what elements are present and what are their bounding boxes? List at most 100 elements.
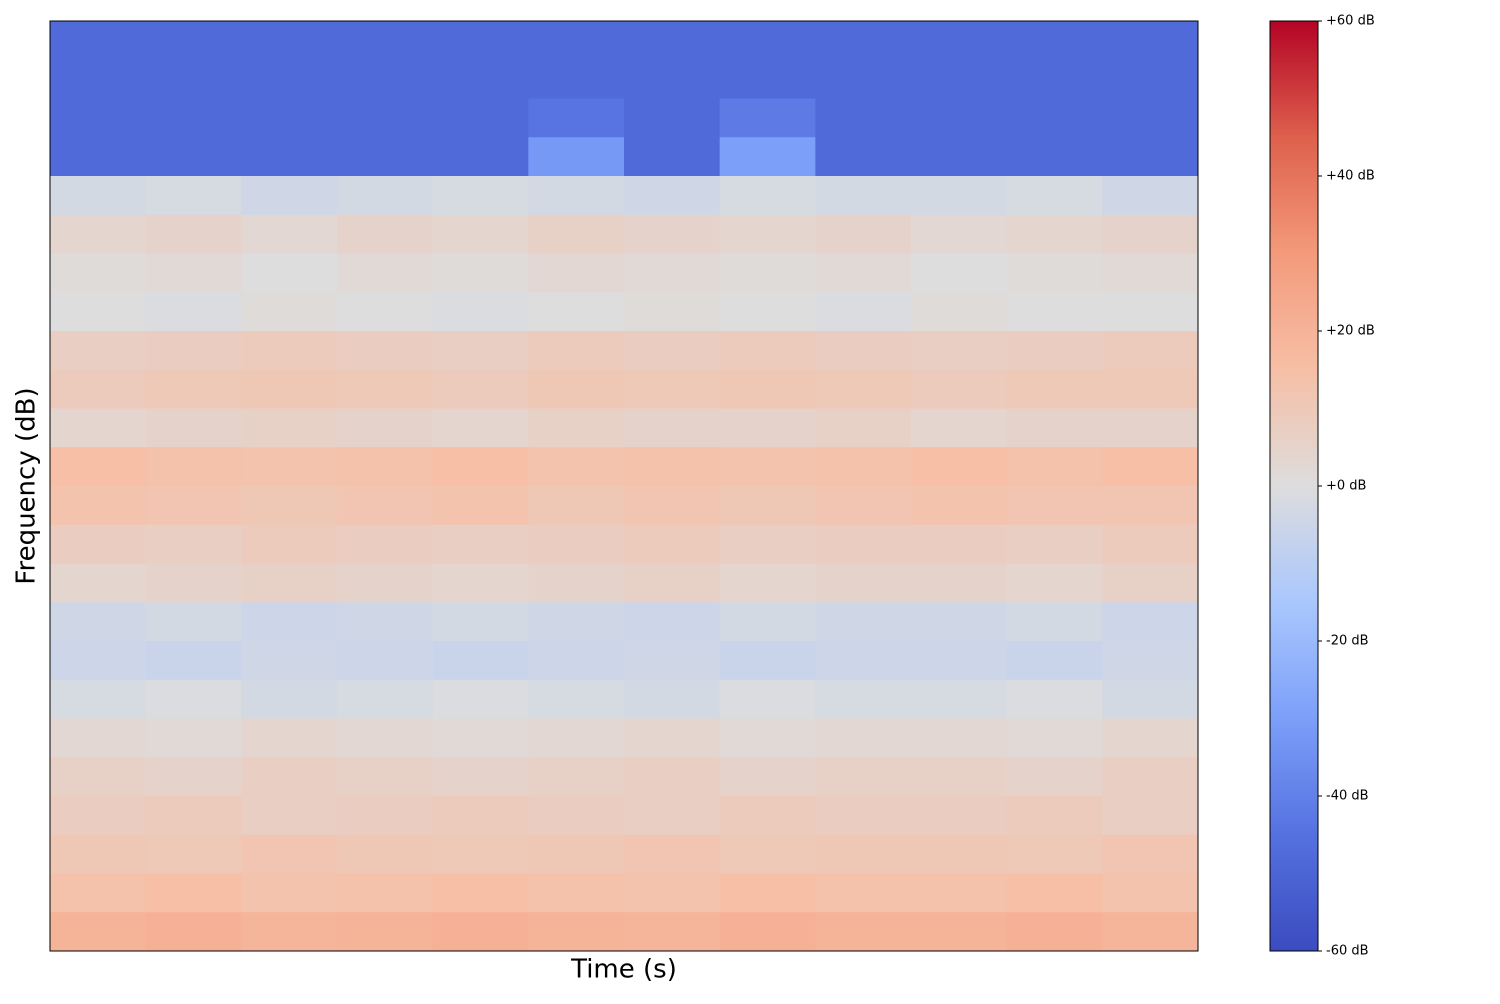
spectrogram-cell [50, 214, 147, 254]
spectrogram-cell [911, 137, 1008, 177]
spectrogram-cell [241, 486, 338, 526]
spectrogram-cell [528, 641, 625, 681]
spectrogram-cell [1102, 486, 1199, 526]
spectrogram-cell [1102, 718, 1199, 758]
spectrogram-cell [528, 408, 625, 448]
spectrogram-cell [719, 292, 816, 332]
spectrogram-cell [528, 331, 625, 371]
spectrogram-cell [815, 253, 912, 293]
spectrogram-cell [337, 796, 434, 836]
spectrogram-cell [719, 331, 816, 371]
spectrogram-cell [337, 369, 434, 409]
spectrogram-cell [911, 292, 1008, 332]
spectrogram-cell [145, 796, 242, 836]
spectrogram-cell [145, 718, 242, 758]
spectrogram-cell [241, 796, 338, 836]
spectrogram-cell [1102, 524, 1199, 564]
spectrogram-cell [145, 253, 242, 293]
spectrogram-cell [719, 602, 816, 642]
spectrogram-cell [145, 369, 242, 409]
spectrogram-cell [432, 679, 529, 719]
spectrogram-cell [815, 214, 912, 254]
spectrogram-cell [145, 602, 242, 642]
spectrogram-cell [1102, 98, 1199, 138]
spectrogram-cell [432, 59, 529, 99]
spectrogram-cell [528, 21, 625, 61]
spectrogram-cell [432, 331, 529, 371]
spectrogram-cell [241, 641, 338, 681]
spectrogram-cell [1102, 447, 1199, 487]
spectrogram-cell [1102, 137, 1199, 177]
colorbar-tick-label: -40 dB [1326, 789, 1369, 804]
spectrogram-cell [1102, 641, 1199, 681]
spectrogram-cell [528, 602, 625, 642]
spectrogram-cell [241, 757, 338, 797]
spectrogram-cell [624, 602, 721, 642]
spectrogram-cell [50, 796, 147, 836]
spectrogram-cell [1006, 292, 1103, 332]
spectrogram-cell [1102, 602, 1199, 642]
spectrogram-cell [241, 447, 338, 487]
spectrogram-cell [432, 137, 529, 177]
spectrogram-cell [1006, 447, 1103, 487]
colorbar-tick-label: -60 dB [1326, 944, 1369, 959]
spectrogram-cell [1102, 679, 1199, 719]
spectrogram-cell [624, 98, 721, 138]
spectrogram-cell [528, 137, 625, 177]
spectrogram-cell [145, 873, 242, 913]
spectrogram-cell [337, 331, 434, 371]
spectrogram-cell [50, 176, 147, 216]
spectrogram-cell [241, 873, 338, 913]
spectrogram-cell [719, 137, 816, 177]
spectrogram-cell [1006, 214, 1103, 254]
spectrogram-cell [432, 834, 529, 874]
spectrogram-cell [50, 98, 147, 138]
y-axis-label: Frequency (dB) [12, 387, 42, 584]
spectrogram-cell [432, 486, 529, 526]
spectrogram-cell [337, 834, 434, 874]
spectrogram-cell [145, 21, 242, 61]
colorbar [1269, 20, 1319, 952]
spectrogram-cell [624, 718, 721, 758]
spectrogram-cell [624, 486, 721, 526]
spectrogram-cell [337, 718, 434, 758]
spectrogram-cell [50, 834, 147, 874]
spectrogram-cell [1102, 59, 1199, 99]
spectrogram-cell [624, 214, 721, 254]
spectrogram-cell [815, 602, 912, 642]
spectrogram-cell [719, 253, 816, 293]
spectrogram-cell [1102, 331, 1199, 371]
spectrogram-cell [241, 21, 338, 61]
spectrogram-cell [1102, 563, 1199, 603]
spectrogram-cell [815, 486, 912, 526]
spectrogram-cell [337, 176, 434, 216]
colorbar-tick-label: -20 dB [1326, 634, 1369, 649]
spectrogram-cell [241, 524, 338, 564]
spectrogram-cell [1006, 796, 1103, 836]
spectrogram-cell [145, 59, 242, 99]
spectrogram-cell [1102, 253, 1199, 293]
spectrogram-cell [719, 214, 816, 254]
heatmap [50, 21, 1199, 952]
spectrogram-cell [50, 21, 147, 61]
spectrogram-cell [432, 176, 529, 216]
spectrogram-cell [241, 331, 338, 371]
spectrogram-cell [50, 912, 147, 952]
spectrogram-cell [815, 176, 912, 216]
spectrogram-cell [528, 292, 625, 332]
spectrogram-cell [50, 563, 147, 603]
spectrogram-cell [337, 641, 434, 681]
spectrogram-cell [50, 447, 147, 487]
spectrogram-cell [1006, 524, 1103, 564]
spectrogram-cell [1102, 912, 1199, 952]
spectrogram-cell [1006, 873, 1103, 913]
colorbar-tick-label: +60 dB [1326, 14, 1375, 29]
spectrogram-cell [337, 873, 434, 913]
spectrogram-cell [719, 486, 816, 526]
spectrogram-cell [337, 757, 434, 797]
spectrogram-cell [241, 137, 338, 177]
spectrogram-cell [432, 873, 529, 913]
spectrogram-cell [624, 873, 721, 913]
